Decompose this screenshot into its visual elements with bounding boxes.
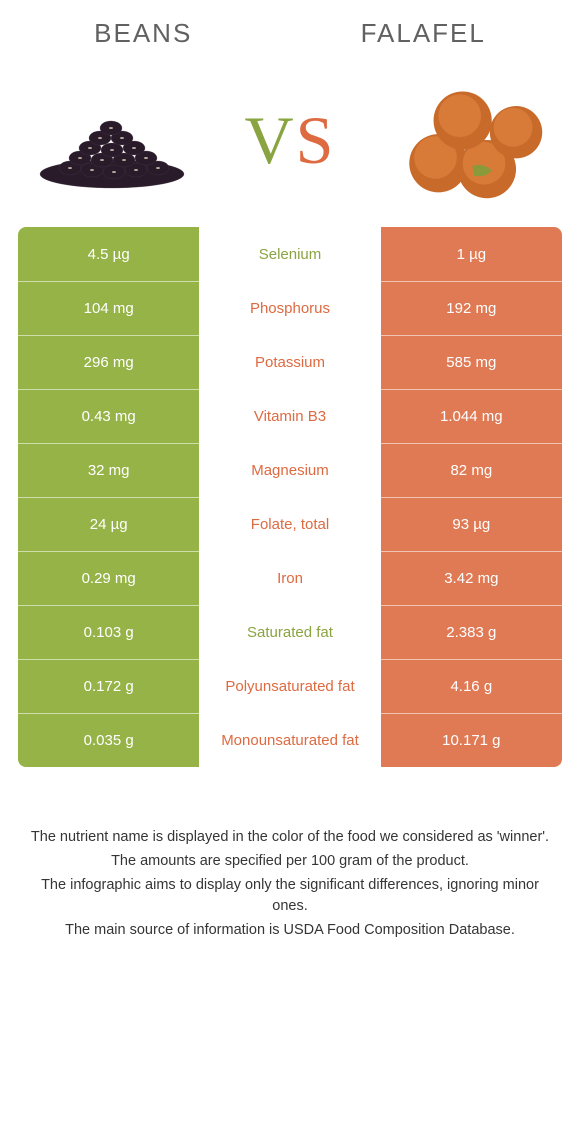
right-value: 2.383 g <box>381 605 562 659</box>
table-row: 296 mgPotassium585 mg <box>18 335 562 389</box>
right-value: 3.42 mg <box>381 551 562 605</box>
left-value: 4.5 µg <box>18 227 199 281</box>
right-food-title: Falafel <box>361 18 486 49</box>
nutrient-label: Phosphorus <box>199 281 380 335</box>
header: Beans Falafel <box>0 0 580 57</box>
table-row: 0.103 gSaturated fat2.383 g <box>18 605 562 659</box>
nutrient-label: Saturated fat <box>199 605 380 659</box>
nutrient-label: Selenium <box>199 227 380 281</box>
left-value: 0.103 g <box>18 605 199 659</box>
vs-v: V <box>245 106 296 174</box>
nutrient-label: Vitamin B3 <box>199 389 380 443</box>
vs-s: S <box>296 106 336 174</box>
right-value: 10.171 g <box>381 713 562 767</box>
right-value: 192 mg <box>381 281 562 335</box>
nutrient-label: Polyunsaturated fat <box>199 659 380 713</box>
right-value: 4.16 g <box>381 659 562 713</box>
table-row: 4.5 µgSelenium1 µg <box>18 227 562 281</box>
left-value: 104 mg <box>18 281 199 335</box>
falafel-image <box>385 72 550 207</box>
hero-row: VS <box>0 57 580 227</box>
nutrient-label: Monounsaturated fat <box>199 713 380 767</box>
left-value: 32 mg <box>18 443 199 497</box>
nutrient-label: Folate, total <box>199 497 380 551</box>
footer-notes: The nutrient name is displayed in the co… <box>0 767 580 942</box>
left-value: 296 mg <box>18 335 199 389</box>
footer-line-4: The main source of information is USDA F… <box>28 920 552 942</box>
vs-label: VS <box>245 106 336 174</box>
table-row: 32 mgMagnesium82 mg <box>18 443 562 497</box>
footer-line-1: The nutrient name is displayed in the co… <box>28 827 552 849</box>
table-row: 0.035 gMonounsaturated fat10.171 g <box>18 713 562 767</box>
comparison-table: 4.5 µgSelenium1 µg104 mgPhosphorus192 mg… <box>0 227 580 767</box>
footer-line-2: The amounts are specified per 100 gram o… <box>28 851 552 873</box>
left-value: 0.43 mg <box>18 389 199 443</box>
table-row: 104 mgPhosphorus192 mg <box>18 281 562 335</box>
table-row: 24 µgFolate, total93 µg <box>18 497 562 551</box>
right-value: 93 µg <box>381 497 562 551</box>
left-value: 24 µg <box>18 497 199 551</box>
table-row: 0.172 gPolyunsaturated fat4.16 g <box>18 659 562 713</box>
nutrient-label: Magnesium <box>199 443 380 497</box>
left-value: 0.29 mg <box>18 551 199 605</box>
footer-line-3: The infographic aims to display only the… <box>28 875 552 919</box>
right-value: 1 µg <box>381 227 562 281</box>
left-value: 0.035 g <box>18 713 199 767</box>
nutrient-label: Potassium <box>199 335 380 389</box>
beans-pile-icon <box>40 121 184 188</box>
left-value: 0.172 g <box>18 659 199 713</box>
left-food-title: Beans <box>94 18 192 49</box>
table-row: 0.29 mgIron3.42 mg <box>18 551 562 605</box>
nutrient-label: Iron <box>199 551 380 605</box>
beans-image <box>30 72 195 207</box>
table-row: 0.43 mgVitamin B31.044 mg <box>18 389 562 443</box>
falafel-cluster-icon <box>409 91 542 198</box>
right-value: 585 mg <box>381 335 562 389</box>
right-value: 82 mg <box>381 443 562 497</box>
right-value: 1.044 mg <box>381 389 562 443</box>
